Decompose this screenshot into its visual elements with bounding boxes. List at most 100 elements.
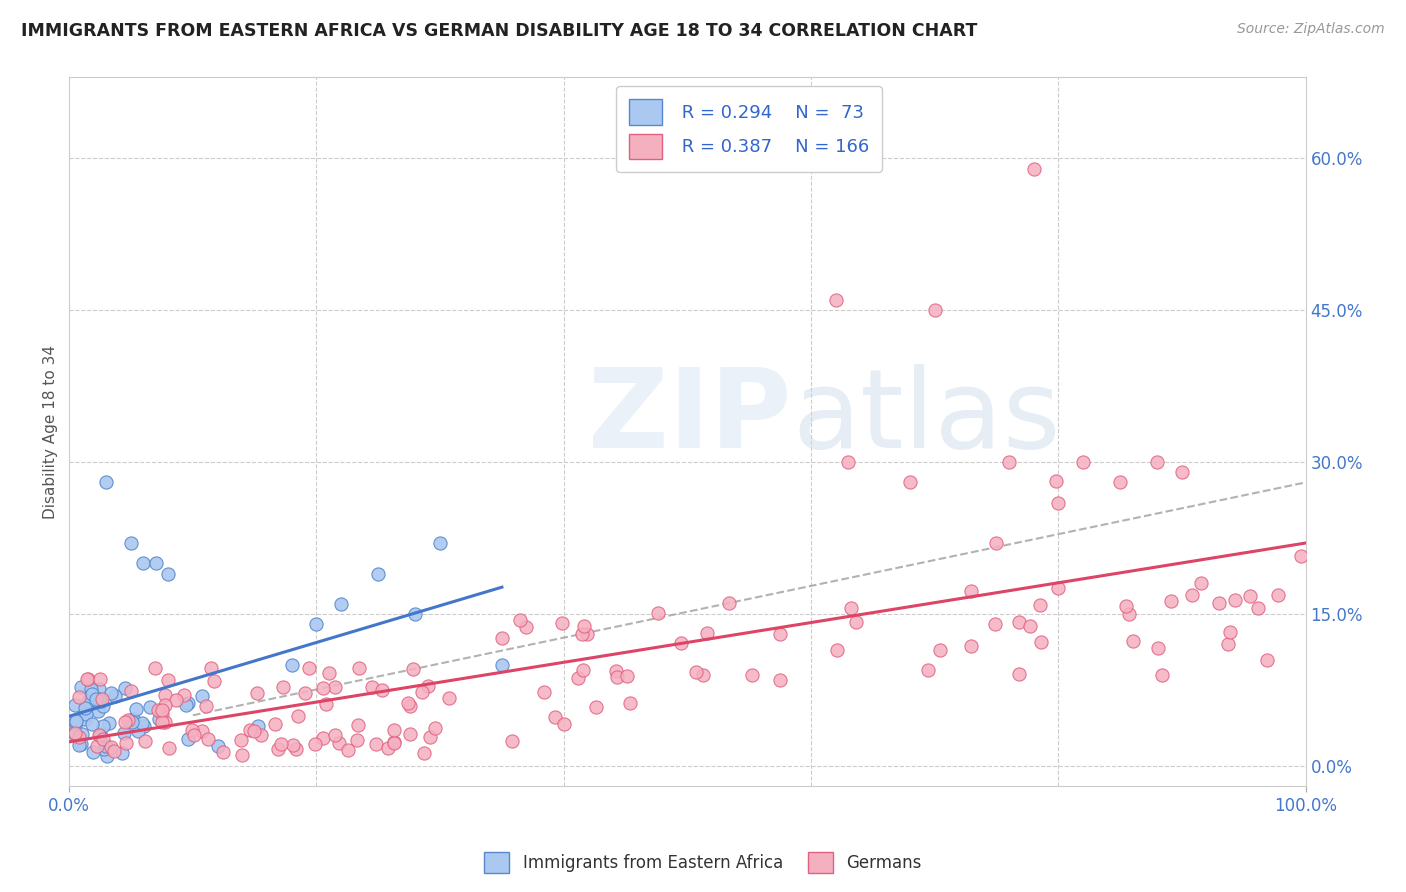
Point xyxy=(125,702,148,716)
Point xyxy=(243,723,266,738)
Point xyxy=(134,734,156,748)
Point xyxy=(616,669,638,683)
Point xyxy=(132,718,155,732)
Point xyxy=(114,681,136,695)
Point xyxy=(157,566,180,581)
Text: ZIP: ZIP xyxy=(589,364,792,471)
Point xyxy=(1181,587,1204,601)
Point xyxy=(148,712,170,726)
Point xyxy=(696,626,718,640)
Point xyxy=(97,715,120,730)
Point xyxy=(411,685,433,699)
Point xyxy=(402,662,425,676)
Point xyxy=(112,726,135,740)
Point xyxy=(120,536,142,550)
Point xyxy=(553,717,575,731)
Point xyxy=(960,584,983,599)
Point xyxy=(839,601,862,615)
Point xyxy=(82,745,104,759)
Point xyxy=(1022,161,1045,176)
Text: Source: ZipAtlas.com: Source: ZipAtlas.com xyxy=(1237,22,1385,37)
Point xyxy=(156,673,179,688)
Point xyxy=(998,455,1021,469)
Point xyxy=(305,617,328,632)
Point xyxy=(96,748,118,763)
Point xyxy=(619,697,641,711)
Point xyxy=(67,739,90,753)
Point xyxy=(551,615,574,630)
Point xyxy=(1047,496,1070,510)
Point xyxy=(94,739,117,753)
Point xyxy=(360,681,382,695)
Point xyxy=(91,692,114,706)
Y-axis label: Disability Age 18 to 34: Disability Age 18 to 34 xyxy=(44,345,58,519)
Point xyxy=(73,712,96,726)
Point xyxy=(605,665,627,679)
Point xyxy=(509,613,531,627)
Point xyxy=(246,719,269,733)
Point xyxy=(202,674,225,689)
Point xyxy=(347,661,370,675)
Point xyxy=(153,698,176,712)
Point xyxy=(571,627,593,641)
Point xyxy=(69,737,91,751)
Point xyxy=(837,455,859,469)
Point xyxy=(1189,575,1212,590)
Point xyxy=(384,736,406,750)
Point xyxy=(91,719,114,733)
Point xyxy=(89,728,111,742)
Point xyxy=(382,723,405,738)
Point xyxy=(398,696,420,710)
Point xyxy=(364,737,387,751)
Point xyxy=(336,742,359,756)
Point xyxy=(346,733,368,747)
Point xyxy=(153,714,176,729)
Point xyxy=(157,741,180,756)
Point xyxy=(572,619,595,633)
Point xyxy=(718,596,741,610)
Point xyxy=(567,671,589,685)
Point xyxy=(323,728,346,742)
Point xyxy=(1147,640,1170,655)
Point xyxy=(190,689,212,703)
Point xyxy=(929,643,952,657)
Point xyxy=(75,706,97,721)
Point xyxy=(845,615,868,629)
Point xyxy=(114,735,136,749)
Point xyxy=(197,732,219,747)
Point xyxy=(1115,599,1137,614)
Point xyxy=(330,597,353,611)
Legend: Immigrants from Eastern Africa, Germans: Immigrants from Eastern Africa, Germans xyxy=(478,846,928,880)
Point xyxy=(143,661,166,675)
Point xyxy=(65,714,87,729)
Point xyxy=(76,672,98,686)
Text: IMMIGRANTS FROM EASTERN AFRICA VS GERMAN DISABILITY AGE 18 TO 34 CORRELATION CHA: IMMIGRANTS FROM EASTERN AFRICA VS GERMAN… xyxy=(21,22,977,40)
Point xyxy=(1045,474,1067,488)
Point xyxy=(1216,637,1239,651)
Point xyxy=(207,739,229,754)
Point xyxy=(1008,666,1031,681)
Point xyxy=(1008,615,1031,629)
Point xyxy=(77,672,100,686)
Point xyxy=(370,683,392,698)
Point xyxy=(150,707,173,722)
Point xyxy=(100,686,122,700)
Point xyxy=(1109,475,1132,490)
Point xyxy=(1171,465,1194,479)
Point xyxy=(315,698,337,712)
Point xyxy=(312,681,335,695)
Point xyxy=(1289,549,1312,564)
Point xyxy=(312,731,335,745)
Point xyxy=(87,692,110,706)
Point xyxy=(606,670,628,684)
Point xyxy=(294,686,316,700)
Point xyxy=(533,685,555,699)
Point xyxy=(250,728,273,742)
Point xyxy=(367,566,389,581)
Point xyxy=(195,698,218,713)
Point xyxy=(103,744,125,758)
Point xyxy=(121,712,143,726)
Point xyxy=(67,690,90,704)
Point xyxy=(267,742,290,756)
Point xyxy=(117,713,139,727)
